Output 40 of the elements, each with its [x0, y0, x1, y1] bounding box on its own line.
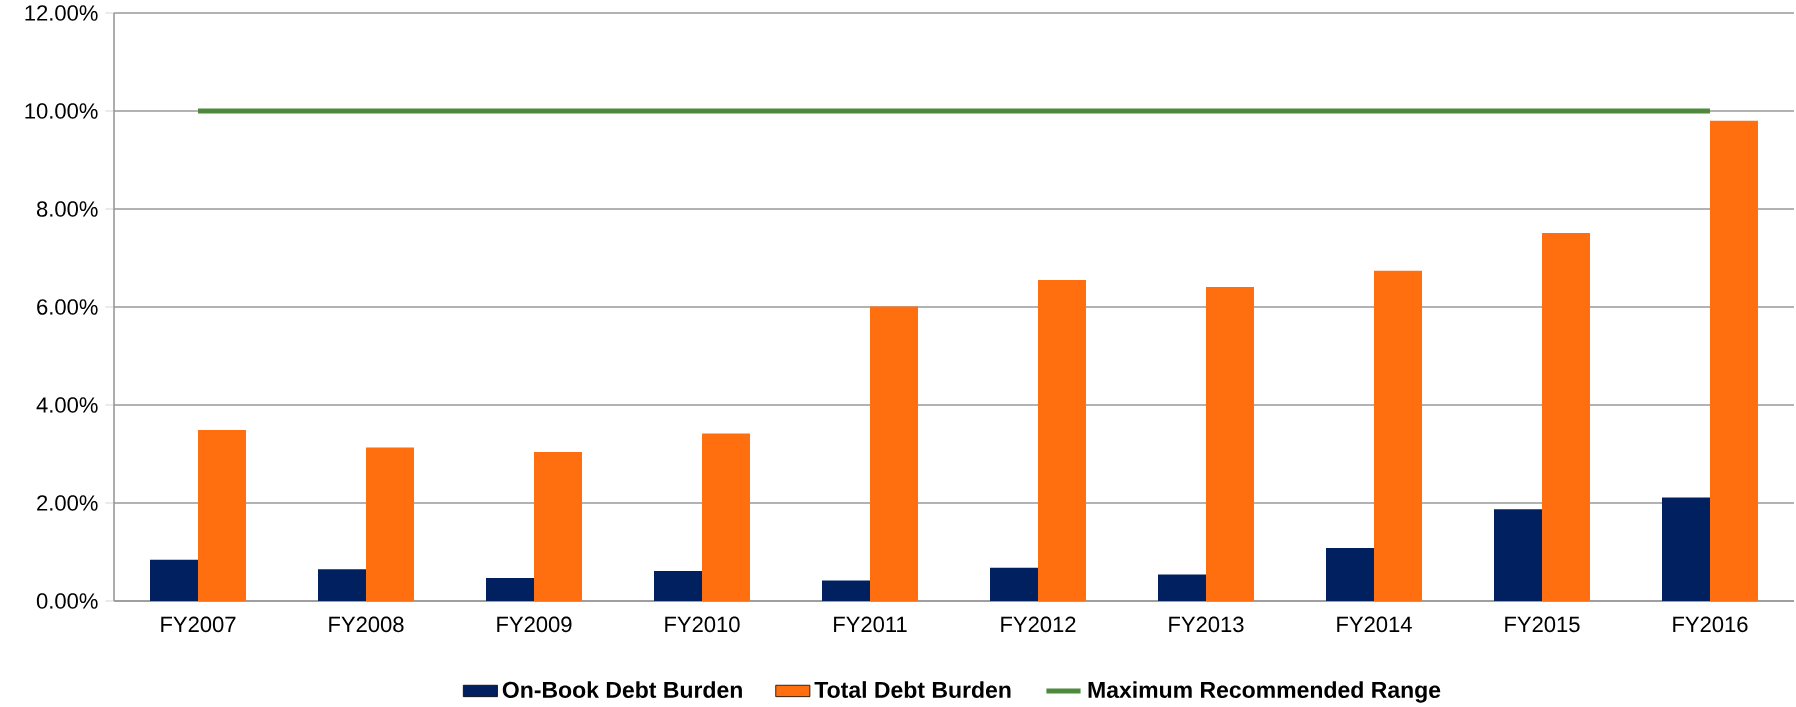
x-tick-label: FY2008: [329, 616, 404, 633]
legend-label: On-Book Debt Burden: [502, 681, 742, 698]
legend-label: Total Debt Burden: [814, 681, 1011, 698]
y-tick-label: 8.00%: [36, 201, 98, 217]
bar: [534, 452, 583, 601]
x-tick-label: FY2014: [1337, 616, 1412, 633]
bar: [366, 447, 415, 601]
y-tick-label: 6.00%: [37, 299, 98, 315]
bar: [654, 571, 703, 601]
bar: [1205, 286, 1254, 601]
bar: [990, 567, 1038, 601]
bar: [822, 580, 870, 601]
y-tick-label: 4.00%: [36, 397, 98, 413]
y-tick-label: 2.00%: [37, 495, 98, 511]
x-tick-label: FY2007: [161, 616, 236, 633]
bar: [870, 306, 918, 601]
legend-label: Maximum Recommended Range: [1088, 681, 1441, 703]
x-tick-label: FY2015: [1505, 616, 1580, 633]
x-tick-label: FY2011: [834, 616, 907, 633]
bar: [150, 559, 199, 601]
bar: [1325, 548, 1374, 601]
x-tick-label: FY2013: [1169, 616, 1244, 633]
x-tick-label: FY2012: [1001, 616, 1076, 633]
bar: [1709, 120, 1758, 601]
y-tick-label: 12.00%: [25, 5, 98, 21]
bar: [198, 429, 247, 601]
bar: [702, 433, 750, 601]
y-tick-label: 0.00%: [36, 593, 98, 609]
x-tick-label: FY2016: [1673, 616, 1748, 633]
bar: [486, 577, 535, 601]
bar: [1037, 280, 1086, 601]
bar: [318, 569, 367, 601]
bar: [1493, 509, 1542, 601]
bar: [1373, 270, 1422, 601]
x-tick-label: FY2009: [497, 616, 572, 633]
bar: [1661, 497, 1710, 601]
bar: [1157, 574, 1206, 601]
x-tick-label: FY2010: [665, 616, 740, 633]
bar: [1541, 233, 1590, 601]
y-tick-label: 10.00%: [25, 103, 98, 119]
